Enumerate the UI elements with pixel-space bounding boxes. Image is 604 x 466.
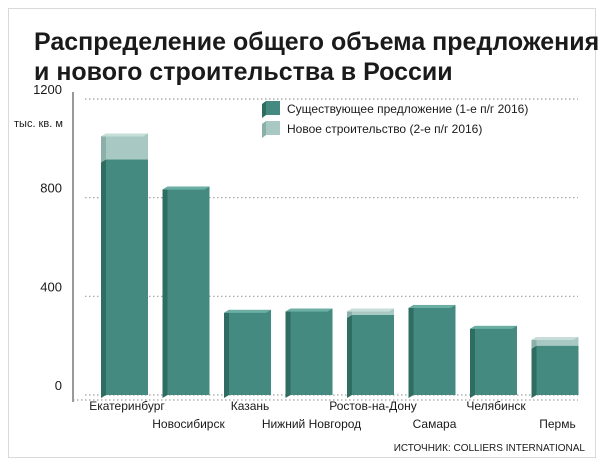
bar-group bbox=[347, 308, 394, 398]
bar-existing bbox=[290, 308, 333, 395]
bar-group bbox=[408, 304, 456, 398]
bar-group bbox=[470, 325, 517, 398]
bar-existing bbox=[413, 304, 456, 395]
bar-new bbox=[536, 337, 579, 346]
bar-group bbox=[285, 308, 333, 398]
legend: Существующее предложение (1-е п/г 2016) Н… bbox=[262, 101, 528, 138]
bar-existing-side bbox=[285, 308, 291, 398]
category-label: Ростов-на-Дону bbox=[329, 399, 416, 413]
y-tick-label: 400 bbox=[40, 279, 62, 294]
bar-existing-side bbox=[162, 186, 168, 398]
y-tick-label: 1200 bbox=[33, 82, 62, 97]
bar-existing bbox=[475, 325, 517, 395]
bar-group bbox=[224, 309, 271, 398]
bar-existing-side bbox=[101, 159, 106, 398]
bar-existing-side bbox=[408, 304, 414, 398]
category-label: Нижний Новгород bbox=[262, 417, 361, 431]
bar-top bbox=[470, 325, 517, 329]
bar-existing bbox=[352, 314, 394, 395]
bar-existing-side bbox=[470, 325, 475, 398]
bar-existing-side bbox=[224, 309, 229, 398]
bar-existing bbox=[536, 345, 579, 395]
chart-title-line-1: Распределение общего объема предложения bbox=[34, 28, 599, 56]
chart-frame bbox=[8, 8, 596, 458]
bar-existing bbox=[229, 309, 271, 395]
category-label: Челябинск bbox=[466, 399, 526, 413]
category-label: Екатеринбург bbox=[89, 399, 165, 413]
y-tick-label: 0 bbox=[55, 378, 62, 393]
category-labels: Екатеринбург Новосибирск Казань Нижний Новг… bbox=[89, 399, 575, 431]
legend-label: Существующее предложение (1-е п/г 2016) bbox=[287, 102, 528, 116]
bar-new bbox=[352, 308, 394, 315]
bar-group bbox=[531, 337, 579, 398]
legend-item: Существующее предложение (1-е п/г 2016) bbox=[262, 101, 528, 118]
bar-existing bbox=[106, 159, 148, 395]
bar-top bbox=[347, 308, 394, 312]
bar-top bbox=[224, 309, 271, 313]
y-tick-label: 800 bbox=[40, 181, 62, 196]
grid-layer: 0 400 800 1200 bbox=[33, 82, 578, 402]
bar-top bbox=[285, 308, 333, 312]
source-note: ИСТОЧНИК: COLLIERS INTERNATIONAL bbox=[394, 443, 586, 454]
chart-title-line-2: и нового строительства в России bbox=[34, 58, 453, 86]
bar-top bbox=[408, 304, 456, 308]
category-label: Новосибирск bbox=[152, 417, 225, 431]
bars-layer bbox=[101, 133, 579, 398]
bar-group bbox=[162, 186, 210, 398]
category-label: Казань bbox=[231, 399, 270, 413]
legend-swatch bbox=[266, 101, 280, 115]
bar-top bbox=[531, 337, 579, 341]
y-axis-unit-label: тыс. кв. м bbox=[14, 118, 63, 130]
bar-new-side bbox=[101, 133, 106, 163]
legend-swatch bbox=[266, 121, 280, 135]
bar-top bbox=[162, 186, 210, 190]
bar-group bbox=[101, 133, 148, 398]
chart-title: Распределение общего объема предложения … bbox=[34, 28, 599, 86]
bar-top bbox=[101, 133, 148, 137]
legend-label: Новое строительство (2-е п/г 2016) bbox=[287, 122, 482, 136]
bar-existing-side bbox=[347, 314, 352, 398]
category-label: Самара bbox=[413, 417, 457, 431]
bar-existing-side bbox=[531, 345, 537, 398]
legend-swatch-side bbox=[262, 121, 266, 138]
bar-new bbox=[106, 133, 148, 160]
legend-swatch-side bbox=[262, 101, 266, 118]
legend-item: Новое строительство (2-е п/г 2016) bbox=[262, 121, 482, 138]
bar-existing bbox=[167, 186, 210, 395]
category-label: Пермь bbox=[539, 417, 575, 431]
